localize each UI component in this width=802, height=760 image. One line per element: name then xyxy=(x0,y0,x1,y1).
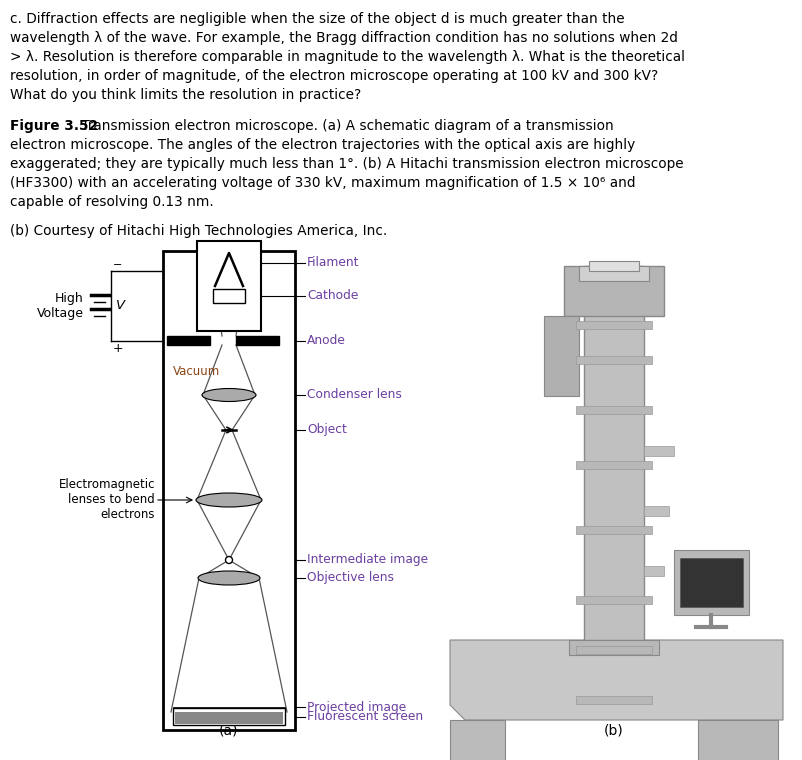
Text: High
Voltage: High Voltage xyxy=(37,292,84,320)
Bar xyxy=(578,266,648,281)
Text: Condenser lens: Condenser lens xyxy=(306,388,401,401)
Text: capable of resolving 0.13 nm.: capable of resolving 0.13 nm. xyxy=(10,195,213,209)
Bar xyxy=(575,406,651,414)
Polygon shape xyxy=(196,241,261,331)
Bar xyxy=(236,336,278,345)
Text: What do you think limits the resolution in practice?: What do you think limits the resolution … xyxy=(10,88,361,102)
Text: Objective lens: Objective lens xyxy=(306,572,394,584)
Text: +: + xyxy=(113,342,124,355)
Bar xyxy=(575,696,651,704)
Bar xyxy=(172,708,285,725)
Text: (b) Courtesy of Hitachi High Technologies America, Inc.: (b) Courtesy of Hitachi High Technologie… xyxy=(10,224,387,238)
Text: (a): (a) xyxy=(219,724,238,738)
Bar xyxy=(575,526,651,534)
Text: Object: Object xyxy=(306,423,346,436)
Text: Transmission electron microscope. (a) A schematic diagram of a transmission: Transmission electron microscope. (a) A … xyxy=(77,119,613,133)
Text: Vacuum: Vacuum xyxy=(172,365,220,378)
Text: > λ. Resolution is therefore comparable in magnitude to the wavelength λ. What i: > λ. Resolution is therefore comparable … xyxy=(10,50,684,64)
Text: (HF3300) with an accelerating voltage of 330 kV, maximum magnification of 1.5 × : (HF3300) with an accelerating voltage of… xyxy=(10,176,634,190)
Bar xyxy=(575,596,651,604)
Text: Figure 3.52: Figure 3.52 xyxy=(10,119,98,133)
Text: (b): (b) xyxy=(603,724,623,738)
Text: $V$: $V$ xyxy=(115,299,127,312)
Text: Projected image: Projected image xyxy=(306,701,406,714)
Polygon shape xyxy=(449,640,782,720)
Ellipse shape xyxy=(196,493,261,507)
Ellipse shape xyxy=(202,388,256,401)
Bar xyxy=(563,266,663,316)
Text: electron microscope. The angles of the electron trajectories with the optical ax: electron microscope. The angles of the e… xyxy=(10,138,634,152)
Circle shape xyxy=(225,556,233,563)
Polygon shape xyxy=(213,289,245,303)
Text: exaggerated; they are typically much less than 1°. (b) A Hitachi transmission el: exaggerated; they are typically much les… xyxy=(10,157,683,171)
Bar xyxy=(673,550,748,615)
Bar xyxy=(588,261,638,271)
Bar xyxy=(167,336,210,345)
Bar xyxy=(543,316,578,396)
Bar xyxy=(679,558,742,607)
Ellipse shape xyxy=(198,571,260,585)
Text: −: − xyxy=(113,260,122,270)
Text: Intermediate image: Intermediate image xyxy=(306,553,427,566)
Text: Anode: Anode xyxy=(306,334,346,347)
Bar xyxy=(575,646,651,654)
Bar xyxy=(643,506,668,516)
Bar xyxy=(175,712,282,724)
Text: Fluorescent screen: Fluorescent screen xyxy=(306,710,423,723)
Bar xyxy=(575,356,651,364)
Text: Cathode: Cathode xyxy=(306,290,358,302)
Bar xyxy=(575,321,651,329)
Text: Electromagnetic
lenses to bend
electrons: Electromagnetic lenses to bend electrons xyxy=(59,479,155,521)
Text: Filament: Filament xyxy=(306,256,359,269)
Text: resolution, in order of magnitude, of the electron microscope operating at 100 k: resolution, in order of magnitude, of th… xyxy=(10,69,658,83)
Bar xyxy=(583,266,643,640)
Bar xyxy=(569,640,658,655)
Bar xyxy=(643,446,673,456)
Bar xyxy=(643,566,663,576)
Bar xyxy=(575,461,651,469)
Bar xyxy=(449,720,504,760)
Bar xyxy=(697,720,777,760)
Text: wavelength λ of the wave. For example, the Bragg diffraction condition has no so: wavelength λ of the wave. For example, t… xyxy=(10,31,677,45)
Text: c. Diffraction effects are negligible when the size of the object d is much grea: c. Diffraction effects are negligible wh… xyxy=(10,12,624,26)
